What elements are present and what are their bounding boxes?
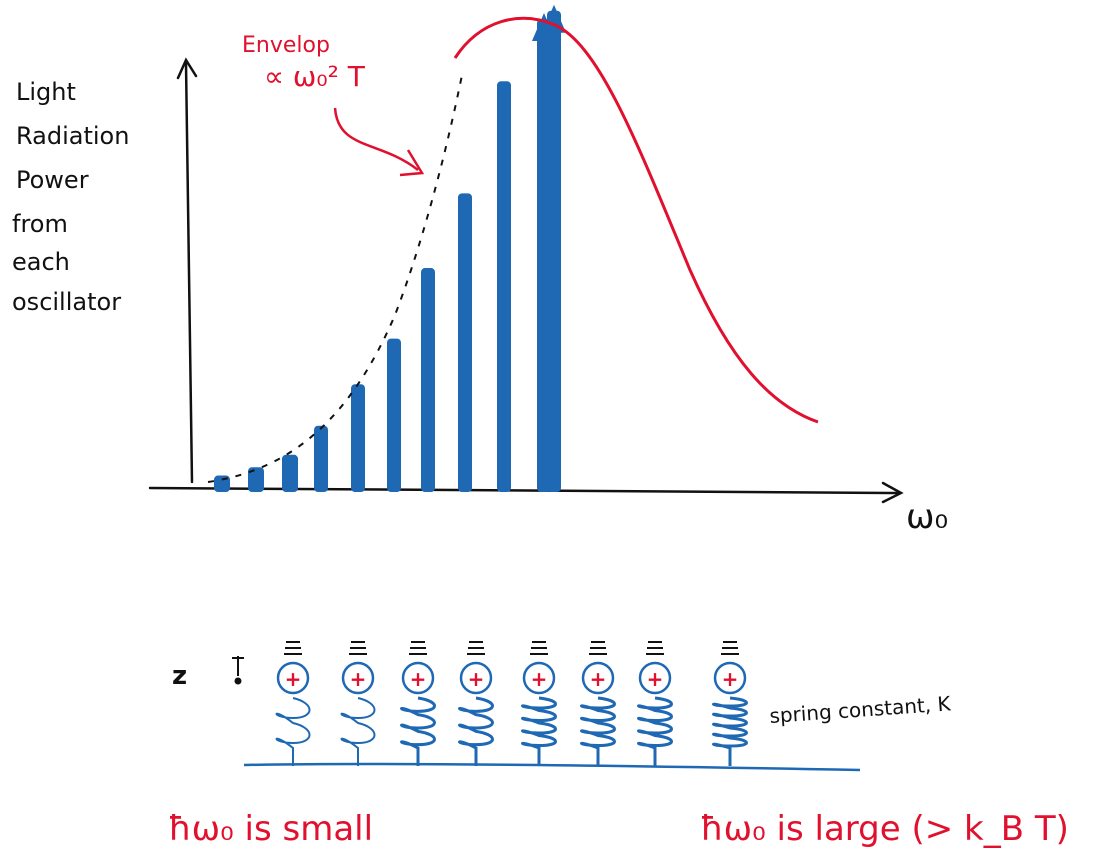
oscillator-2: + <box>340 641 376 766</box>
envelope-note-arrow <box>333 107 419 171</box>
bar-11 <box>547 10 561 492</box>
spring <box>458 696 494 766</box>
bar-5 <box>351 384 365 492</box>
spring <box>275 697 311 766</box>
bar-7 <box>421 268 435 492</box>
x-axis-label: ω₀ <box>906 497 948 537</box>
motion-lines <box>409 641 427 655</box>
caption-large: ħω₀ is large (> k_B T) <box>700 809 1069 849</box>
charge-symbol: + <box>647 667 664 691</box>
y-axis <box>184 62 194 484</box>
charge-circle <box>341 661 375 695</box>
oscillator-row: + + + + + + + + <box>275 641 748 766</box>
oscillator-7: + <box>637 641 673 766</box>
envelope-note-formula: ∝ ω₀² T <box>264 60 366 93</box>
chart-axes <box>148 57 904 504</box>
spring-constant-label: spring constant, K <box>769 691 953 728</box>
oscillator-5: + <box>521 641 557 766</box>
spring <box>400 696 436 766</box>
bar-3 <box>282 454 298 492</box>
charge-circle <box>459 661 493 695</box>
spring <box>340 697 376 766</box>
charge-circle <box>581 661 615 695</box>
oscillator-8: + <box>712 641 748 766</box>
x-axis <box>148 486 900 495</box>
motion-lines <box>349 641 367 655</box>
charge-symbol: + <box>531 667 548 691</box>
spring <box>580 696 616 766</box>
charge-symbol: + <box>722 667 739 691</box>
charge-symbol: + <box>350 667 367 691</box>
y-label-line-5: each <box>12 248 70 276</box>
bar-6 <box>387 338 401 492</box>
oscillator-3: + <box>400 641 436 766</box>
y-label-line-2: Radiation <box>16 122 129 150</box>
bar-9 <box>497 81 511 493</box>
charge-symbol: + <box>285 667 302 691</box>
x-axis-arrowhead <box>881 481 904 504</box>
charge-circle <box>638 661 672 695</box>
envelope-note: Envelop <box>242 33 330 58</box>
bar-8 <box>458 193 472 492</box>
bar-series <box>214 4 566 493</box>
charge-circle <box>401 661 435 695</box>
bar-2 <box>248 467 264 492</box>
motion-lines <box>646 641 664 655</box>
bar-11-arrowhead <box>542 4 566 33</box>
oscillator-6: + <box>580 641 616 766</box>
envelope-dashed-curve <box>207 69 464 483</box>
motion-lines <box>721 641 739 655</box>
charge-circle <box>276 661 310 695</box>
oscillator-4: + <box>458 641 494 766</box>
spring <box>521 696 557 766</box>
spring <box>637 696 673 766</box>
motion-lines <box>589 641 607 655</box>
charge-circle <box>522 661 556 695</box>
charge-symbol: + <box>468 667 485 691</box>
motion-lines <box>284 641 302 655</box>
z-axis-label: z <box>172 661 187 691</box>
spring <box>712 696 748 766</box>
motion-lines <box>467 641 485 655</box>
y-label-line-4: from <box>12 210 68 238</box>
envelope-note-line-1: Envelop <box>242 33 330 58</box>
y-label-line-1: Light <box>16 78 76 106</box>
caption-small: ħω₀ is small <box>168 809 373 849</box>
envelope-note-arrowhead <box>399 149 425 177</box>
y-label-line-6: oscillator <box>12 288 121 316</box>
y-axis-arrowhead <box>176 57 198 80</box>
oscillator-1: + <box>275 641 311 766</box>
ground-line <box>243 762 861 772</box>
charge-symbol: + <box>410 667 427 691</box>
y-axis-label: Light Radiation Power from each oscillat… <box>12 78 137 316</box>
charge-symbol: + <box>590 667 607 691</box>
charge-circle <box>713 661 747 695</box>
bar-4 <box>314 425 328 492</box>
distribution-curve <box>453 16 819 424</box>
motion-lines <box>530 641 548 655</box>
y-label-line-3: Power <box>16 166 89 194</box>
z-axis-indicator <box>232 656 244 685</box>
